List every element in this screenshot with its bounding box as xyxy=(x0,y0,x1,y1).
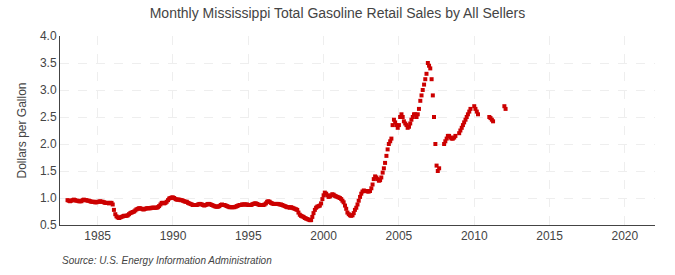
svg-text:3.0: 3.0 xyxy=(40,83,57,97)
svg-text:2000: 2000 xyxy=(310,229,337,243)
svg-text:2005: 2005 xyxy=(386,229,413,243)
svg-text:1990: 1990 xyxy=(160,229,187,243)
svg-text:1.5: 1.5 xyxy=(40,164,57,178)
svg-text:4.0: 4.0 xyxy=(40,29,57,43)
svg-text:3.5: 3.5 xyxy=(40,56,57,70)
svg-text:0.5: 0.5 xyxy=(40,218,57,232)
svg-text:2.0: 2.0 xyxy=(40,137,57,151)
svg-text:2020: 2020 xyxy=(612,229,639,243)
svg-text:Source: U.S. Energy Informatio: Source: U.S. Energy Information Administ… xyxy=(62,255,272,266)
svg-text:Monthly Mississippi Total Gaso: Monthly Mississippi Total Gasoline Retai… xyxy=(150,5,526,21)
svg-text:2.5: 2.5 xyxy=(40,110,57,124)
svg-text:2015: 2015 xyxy=(536,229,563,243)
svg-text:2010: 2010 xyxy=(461,229,488,243)
svg-text:1985: 1985 xyxy=(84,229,111,243)
svg-text:1995: 1995 xyxy=(235,229,262,243)
svg-text:1.0: 1.0 xyxy=(40,191,57,205)
svg-text:Dollars per Gallon: Dollars per Gallon xyxy=(15,82,29,178)
